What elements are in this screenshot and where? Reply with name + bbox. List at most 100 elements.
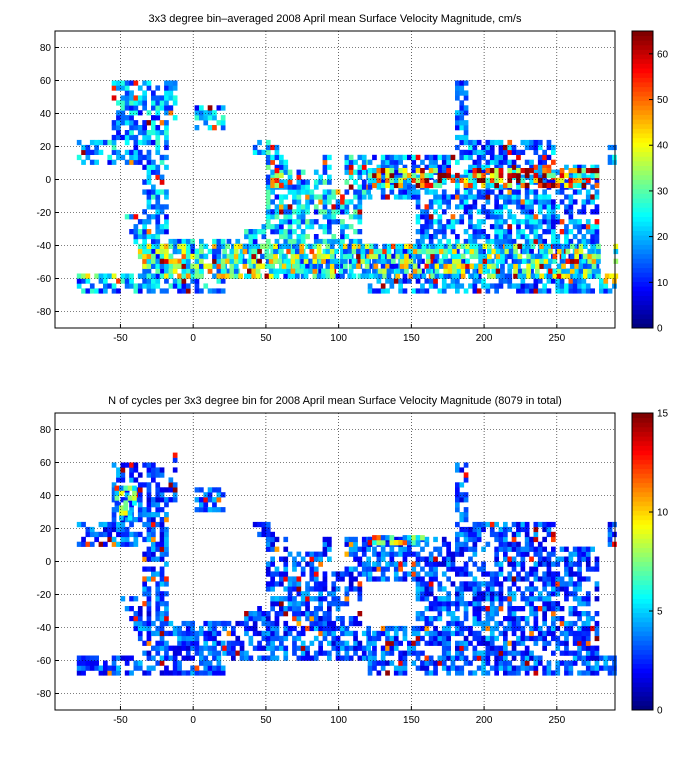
bin-cell bbox=[335, 650, 341, 656]
bin-cell bbox=[318, 591, 323, 597]
bin-cell bbox=[155, 139, 161, 146]
bin-cell bbox=[446, 665, 451, 671]
bin-cell bbox=[151, 238, 156, 245]
bin-cell bbox=[521, 248, 527, 255]
bin-cell bbox=[559, 288, 565, 294]
bin-cell bbox=[524, 645, 530, 651]
bin-cell bbox=[590, 616, 595, 622]
bin-cell bbox=[520, 278, 526, 284]
bin-cell bbox=[220, 105, 226, 111]
x-tick-label: 250 bbox=[548, 715, 565, 726]
bin-cell bbox=[151, 95, 156, 101]
bin-cell bbox=[559, 278, 565, 284]
bin-cell bbox=[164, 536, 169, 543]
bin-cell bbox=[564, 238, 569, 245]
bin-cell bbox=[424, 670, 430, 676]
bin-cell bbox=[520, 556, 526, 562]
bin-cell bbox=[137, 630, 143, 637]
bin-cell bbox=[564, 660, 569, 666]
y-tick-label: -40 bbox=[37, 241, 52, 252]
bin-cell bbox=[164, 487, 169, 493]
bin-cell bbox=[146, 243, 152, 249]
bin-cell bbox=[459, 645, 465, 651]
bin-cell bbox=[367, 540, 373, 546]
bin-cell bbox=[376, 670, 382, 676]
bin-cell bbox=[463, 541, 469, 547]
bin-cell bbox=[252, 611, 258, 617]
bin-cell bbox=[529, 288, 534, 294]
bin-cell bbox=[322, 229, 328, 235]
bin-cell bbox=[516, 586, 521, 592]
bin-cell bbox=[511, 606, 517, 612]
bin-cell bbox=[146, 120, 152, 126]
bin-cell bbox=[261, 616, 267, 622]
colorbar-segment bbox=[632, 413, 653, 419]
bin-cell bbox=[164, 243, 169, 249]
bin-cell bbox=[103, 283, 108, 289]
bin-cell bbox=[168, 243, 174, 249]
bin-cell bbox=[551, 204, 556, 210]
bin-cell bbox=[340, 601, 345, 607]
bin-cell bbox=[494, 546, 499, 552]
bin-cell bbox=[415, 273, 421, 279]
bin-cell bbox=[296, 551, 302, 557]
bin-cell bbox=[481, 660, 486, 666]
bin-cell bbox=[295, 273, 300, 279]
bin-cell bbox=[459, 120, 465, 126]
bin-cell bbox=[389, 561, 395, 567]
colorbar-segment bbox=[632, 682, 653, 688]
bin-cell bbox=[318, 174, 323, 180]
bin-cell bbox=[85, 273, 91, 279]
bin-cell bbox=[142, 278, 147, 284]
bin-cell bbox=[172, 95, 178, 101]
bin-cell bbox=[603, 288, 609, 294]
bin-cell bbox=[577, 670, 582, 676]
bin-cell bbox=[265, 521, 271, 528]
bin-cell bbox=[305, 189, 310, 195]
bin-cell bbox=[264, 273, 270, 279]
bin-cell bbox=[585, 174, 591, 180]
colorbar-segment bbox=[632, 450, 653, 456]
bin-cell bbox=[516, 168, 521, 174]
bin-cell bbox=[428, 204, 434, 210]
bin-cell bbox=[248, 263, 254, 269]
bin-cell bbox=[542, 630, 547, 637]
bin-cell bbox=[190, 253, 195, 260]
bin-cell bbox=[290, 258, 296, 264]
bin-cell bbox=[402, 556, 408, 562]
bin-cell bbox=[472, 179, 478, 185]
bin-cell bbox=[155, 467, 161, 473]
bin-cell bbox=[146, 670, 152, 676]
bin-cell bbox=[331, 586, 337, 592]
bin-cell bbox=[585, 551, 591, 557]
bin-cell bbox=[485, 164, 491, 170]
bin-cell bbox=[207, 670, 213, 676]
bin-cell bbox=[465, 258, 470, 264]
bin-cell bbox=[212, 635, 217, 642]
bin-cell bbox=[389, 546, 395, 552]
bin-cell bbox=[124, 462, 130, 468]
bin-cell bbox=[420, 234, 425, 240]
bin-cell bbox=[443, 248, 449, 255]
bin-cell bbox=[89, 660, 95, 666]
bin-cell bbox=[257, 611, 262, 617]
bin-cell bbox=[151, 204, 156, 210]
bin-cell bbox=[503, 526, 508, 533]
bin-cell bbox=[599, 283, 604, 289]
colorbar-segment bbox=[632, 580, 653, 586]
bin-cell bbox=[124, 80, 130, 86]
bin-cell bbox=[494, 620, 499, 627]
bin-cell bbox=[296, 194, 302, 200]
bin-cell bbox=[537, 164, 543, 170]
colorbar-segment bbox=[632, 40, 653, 46]
bin-cell bbox=[455, 85, 460, 91]
bin-cell bbox=[441, 288, 447, 294]
bin-cell bbox=[481, 670, 486, 676]
bin-cell bbox=[344, 591, 350, 597]
bin-cell bbox=[516, 199, 521, 205]
bin-cell bbox=[395, 248, 401, 255]
bin-cell bbox=[281, 263, 287, 269]
bin-cell bbox=[116, 80, 121, 86]
bin-cell bbox=[103, 288, 108, 294]
bin-cell bbox=[526, 253, 531, 260]
